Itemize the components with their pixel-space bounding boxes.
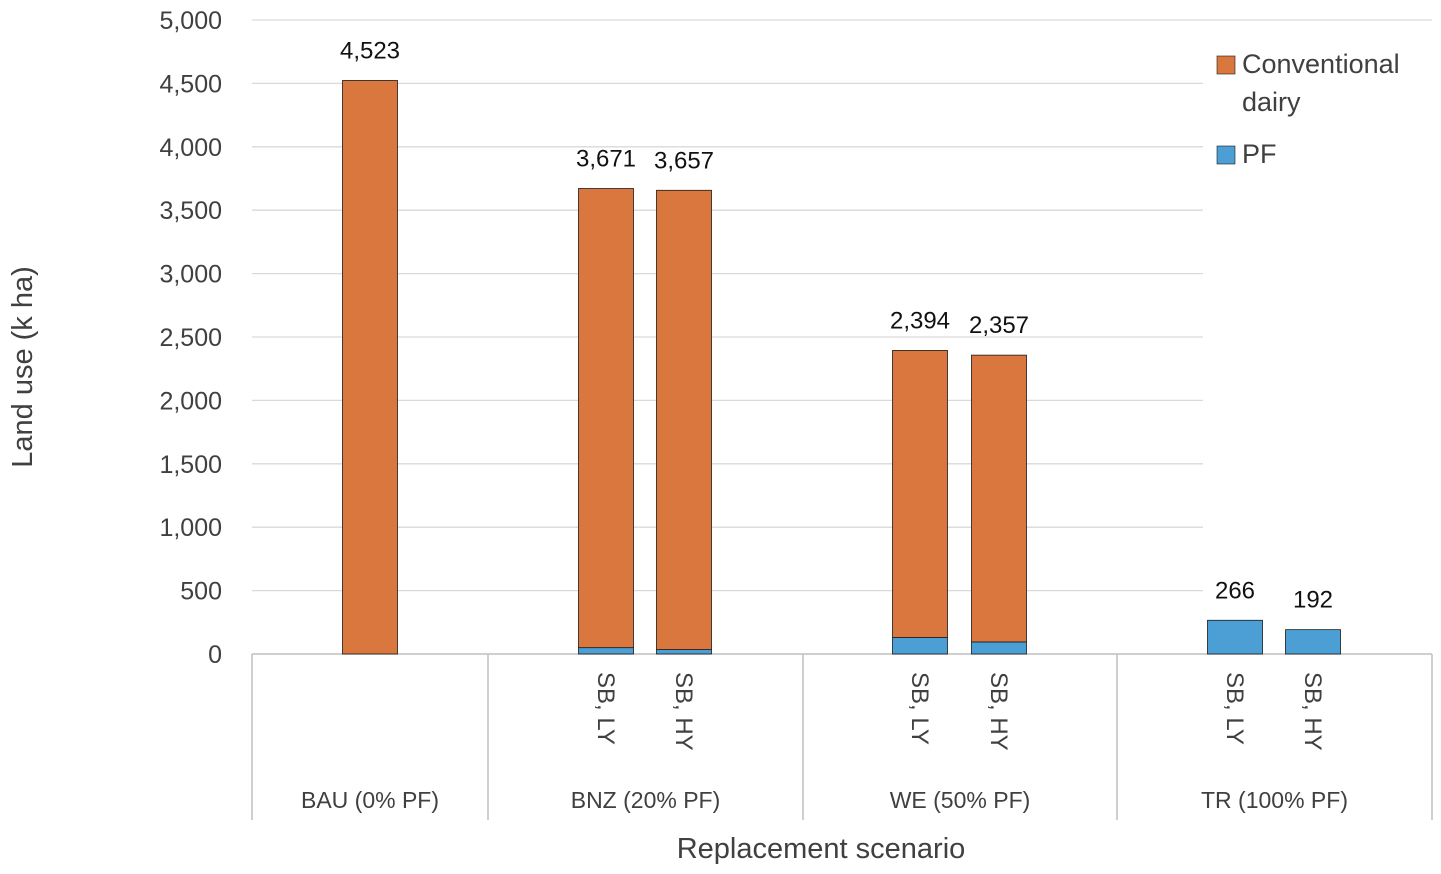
data-labels: 4,523 3,671 3,657 2,394 2,357 266 192 bbox=[340, 37, 1333, 613]
bar-segment-conventional bbox=[342, 80, 398, 655]
y-tick-label: 3,000 bbox=[159, 261, 222, 289]
y-tick-label: 2,000 bbox=[159, 387, 222, 415]
bars bbox=[342, 80, 1341, 655]
data-label: 2,394 bbox=[890, 307, 950, 334]
bar-segment-conventional bbox=[656, 189, 712, 650]
data-label: 2,357 bbox=[969, 312, 1029, 339]
data-label: 192 bbox=[1293, 587, 1333, 614]
y-tick-label: 4,000 bbox=[159, 134, 222, 162]
y-tick-label: 0 bbox=[208, 641, 222, 669]
bar-sublabel: SB, LY bbox=[906, 672, 933, 745]
y-tick-label: 1,000 bbox=[159, 514, 222, 542]
bar-sublabel: SB, HY bbox=[670, 672, 697, 751]
bar-segment-pf bbox=[578, 647, 634, 655]
data-label: 4,523 bbox=[340, 37, 400, 64]
group-label: TR (100% PF) bbox=[1201, 787, 1348, 813]
legend: Conventional dairy PF bbox=[1216, 49, 1400, 169]
bar-segment-pf bbox=[971, 641, 1027, 655]
data-label: 266 bbox=[1215, 577, 1255, 604]
y-tick-label: 3,500 bbox=[159, 197, 222, 225]
group-label: BNZ (20% PF) bbox=[571, 787, 721, 813]
bar-segment-conventional bbox=[892, 350, 948, 638]
legend-label-conventional: dairy bbox=[1242, 87, 1301, 117]
gridlines bbox=[252, 19, 1432, 592]
axes: 0 500 1,000 1,500 2,000 2,500 3,000 3,500 4,000 4… bbox=[159, 7, 1433, 820]
y-tick-label: 500 bbox=[180, 578, 222, 606]
y-tick-label: 2,500 bbox=[159, 324, 222, 352]
group-label: WE (50% PF) bbox=[890, 787, 1031, 813]
x-axis-title: Replacement scenario bbox=[677, 833, 966, 865]
y-tick-label: 4,500 bbox=[159, 70, 222, 98]
group-label: BAU (0% PF) bbox=[301, 787, 439, 813]
legend-swatch-conventional bbox=[1216, 55, 1236, 75]
y-axis-title: Land use (k ha) bbox=[7, 266, 39, 468]
data-label: 3,657 bbox=[654, 147, 714, 174]
bar-segment-pf bbox=[1285, 629, 1341, 655]
legend-label-pf: PF bbox=[1242, 139, 1277, 169]
bar-segment-conventional bbox=[578, 188, 634, 649]
bar-sublabel: SB, HY bbox=[985, 672, 1012, 751]
data-label: 3,671 bbox=[576, 146, 636, 173]
bar-sublabel: SB, LY bbox=[592, 672, 619, 745]
legend-label-conventional: Conventional bbox=[1242, 49, 1400, 79]
legend-swatch-pf bbox=[1216, 145, 1236, 165]
bar-segment-pf bbox=[656, 649, 712, 655]
bar-sublabel: SB, LY bbox=[1221, 672, 1248, 745]
category-labels: BAU (0% PF) BNZ (20% PF) SB, LY SB, HY WE (5… bbox=[301, 672, 1348, 813]
y-tick-label: 5,000 bbox=[159, 7, 222, 35]
bar-segment-conventional bbox=[971, 354, 1027, 643]
bar-segment-pf bbox=[892, 637, 948, 655]
bar-sublabel: SB, HY bbox=[1299, 672, 1326, 751]
y-tick-label: 1,500 bbox=[159, 451, 222, 479]
bar-segment-pf bbox=[1207, 619, 1263, 655]
